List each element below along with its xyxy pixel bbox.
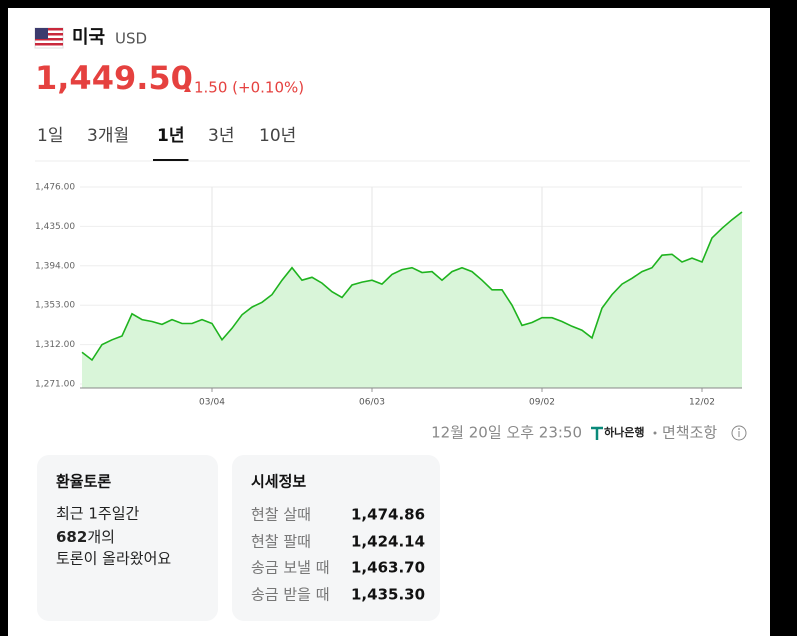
disclaimer[interactable]: 면책조항 (662, 424, 717, 442)
quotes-card (232, 455, 440, 621)
info-icon[interactable] (731, 425, 747, 441)
bank: 하나은행 (604, 425, 644, 439)
y-tick-label: 1,476.00 (35, 183, 75, 193)
up-arrow (184, 85, 191, 92)
tab[interactable]: 3년 (208, 126, 234, 146)
card-title: 시세정보 (251, 473, 306, 491)
discussion-card[interactable] (37, 455, 218, 621)
info-icon-dot (738, 428, 740, 430)
y-tick-label: 1,435.00 (35, 222, 75, 232)
y-tick-label: 1,394.00 (35, 261, 75, 271)
x-tick-label: 12/02 (689, 398, 715, 408)
tab[interactable]: 1일 (37, 126, 63, 146)
y-tick-label: 1,353.00 (35, 301, 75, 311)
quote-label: 현찰 팔때 (251, 533, 311, 551)
bank-logo (591, 426, 603, 440)
quote-value: 1,463.70 (351, 559, 425, 577)
tab[interactable]: 10년 (259, 126, 296, 146)
tab[interactable]: 1년 (157, 126, 184, 146)
currency: USD (115, 30, 147, 48)
x-tick-label: 06/03 (359, 398, 385, 408)
timestamp: 12월 20일 오후 23:50 (431, 424, 582, 442)
quote-value: 1,474.86 (351, 506, 425, 524)
x-tick-label: 03/04 (199, 398, 225, 408)
count-unit: 개의 (87, 528, 115, 546)
quote-label: 현찰 살때 (251, 506, 311, 524)
y-tick-label: 1,271.00 (35, 380, 75, 390)
area (82, 212, 742, 388)
tab[interactable]: 3개월 (87, 126, 129, 146)
separator (653, 431, 657, 435)
x-tick-label: 09/02 (529, 398, 555, 408)
count: 682 (56, 528, 87, 546)
price: 1,449.50 (35, 59, 193, 97)
country: 미국 (72, 27, 105, 48)
disclaimer-row: 12월 20일 오후 23:50 하나은행 면책조항 (431, 424, 747, 442)
card-text: 682개의 (56, 528, 115, 546)
quote-label: 송금 보낼 때 (251, 559, 330, 577)
flag (34, 27, 64, 49)
y-tick-label: 1,312.00 (35, 340, 75, 350)
card-text: 토론이 올라왔어요 (56, 550, 171, 568)
quote-label: 송금 받을 때 (251, 586, 330, 604)
card-title: 환율토론 (56, 473, 111, 491)
quote-value: 1,435.30 (351, 586, 425, 604)
change: 1.50 (+0.10%) (194, 79, 304, 97)
quote-value: 1,424.14 (351, 533, 425, 551)
line (81, 211, 743, 362)
card-text: 최근 1주일간 (56, 505, 140, 523)
